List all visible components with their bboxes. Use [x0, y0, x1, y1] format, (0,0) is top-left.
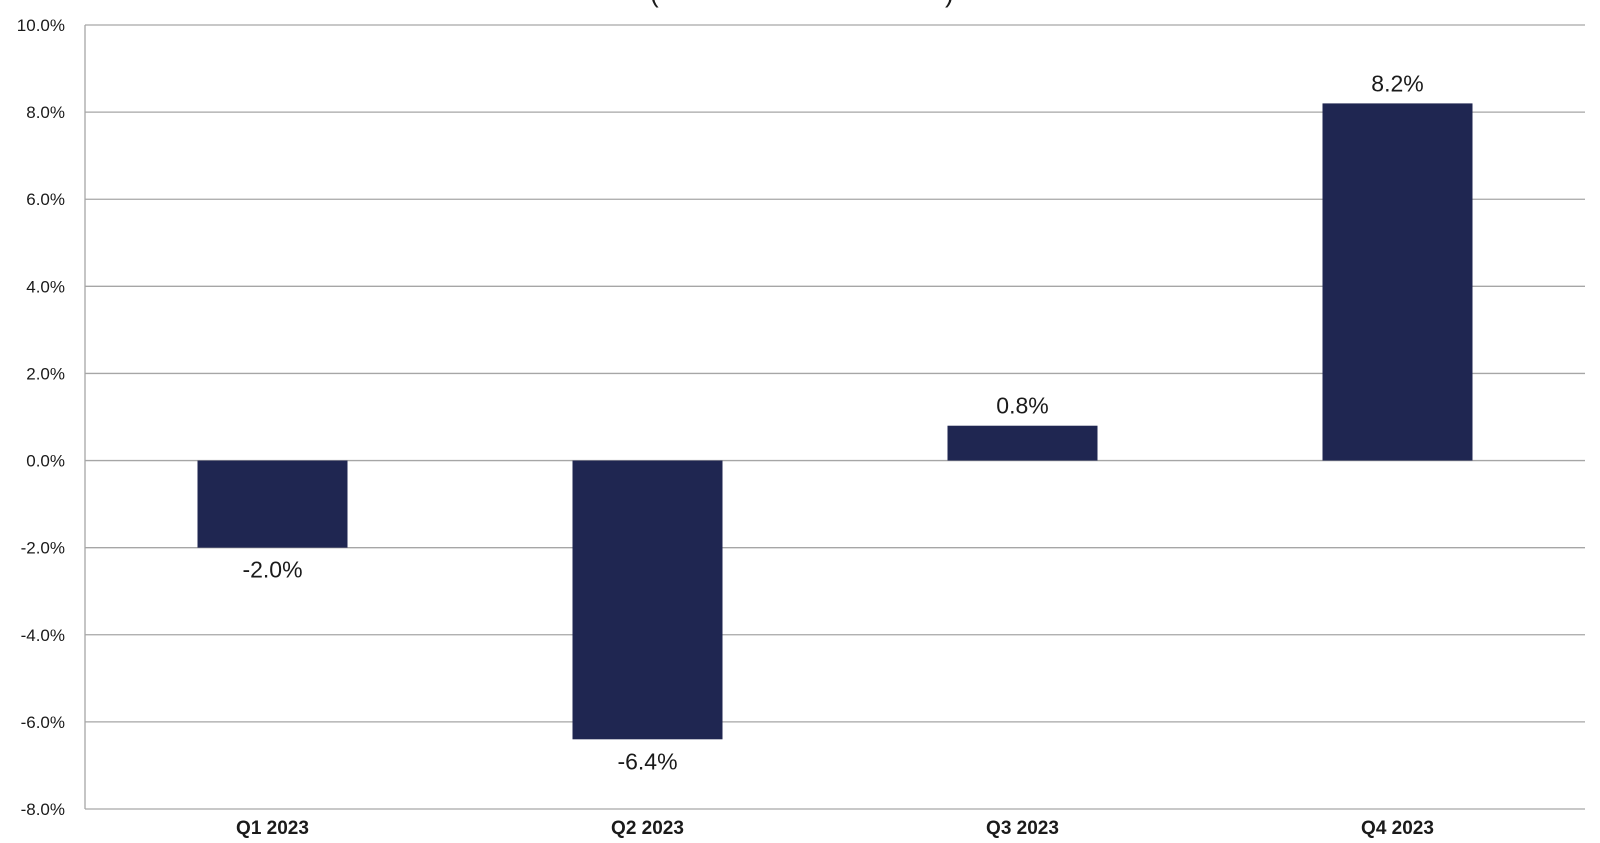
- data-label: 8.2%: [1371, 70, 1423, 96]
- x-category-label: Q3 2023: [986, 818, 1059, 839]
- bar-q3-2023: [947, 425, 1098, 461]
- data-labels: -2.0% -6.4% 0.8% 8.2%: [242, 70, 1423, 774]
- y-tick-label: 10.0%: [17, 16, 65, 35]
- data-label: -6.4%: [617, 748, 677, 774]
- y-tick-label: -8.0%: [21, 800, 65, 819]
- y-tick-label: 0.0%: [26, 452, 65, 471]
- x-category-label: Q1 2023: [236, 818, 309, 839]
- data-label: -2.0%: [242, 557, 302, 583]
- bars: [197, 103, 1473, 740]
- title-fragment: ( ): [650, 0, 954, 8]
- x-category-label: Q2 2023: [611, 818, 684, 839]
- bar-q2-2023: [572, 460, 723, 740]
- x-category-label: Q4 2023: [1361, 818, 1434, 839]
- y-axis-tick-labels: 10.0% 8.0% 6.0% 4.0% 2.0% 0.0% -2.0% -4.0% -6.0%…: [17, 16, 65, 819]
- y-tick-label: -6.0%: [21, 713, 65, 732]
- y-tick-label: 8.0%: [26, 103, 65, 122]
- y-tick-label: -2.0%: [21, 539, 65, 558]
- x-axis-category-labels: Q1 2023 Q2 2023 Q3 2023 Q4 2023: [236, 818, 1434, 839]
- y-tick-label: -4.0%: [21, 626, 65, 645]
- title-paren-left: (: [650, 0, 659, 8]
- y-tick-label: 4.0%: [26, 277, 65, 296]
- title-paren-right: ): [945, 0, 954, 8]
- bar-q4-2023: [1322, 103, 1473, 461]
- data-label: 0.8%: [996, 393, 1048, 419]
- y-tick-label: 6.0%: [26, 190, 65, 209]
- y-tick-label: 2.0%: [26, 364, 65, 383]
- bar-q1-2023: [197, 460, 348, 548]
